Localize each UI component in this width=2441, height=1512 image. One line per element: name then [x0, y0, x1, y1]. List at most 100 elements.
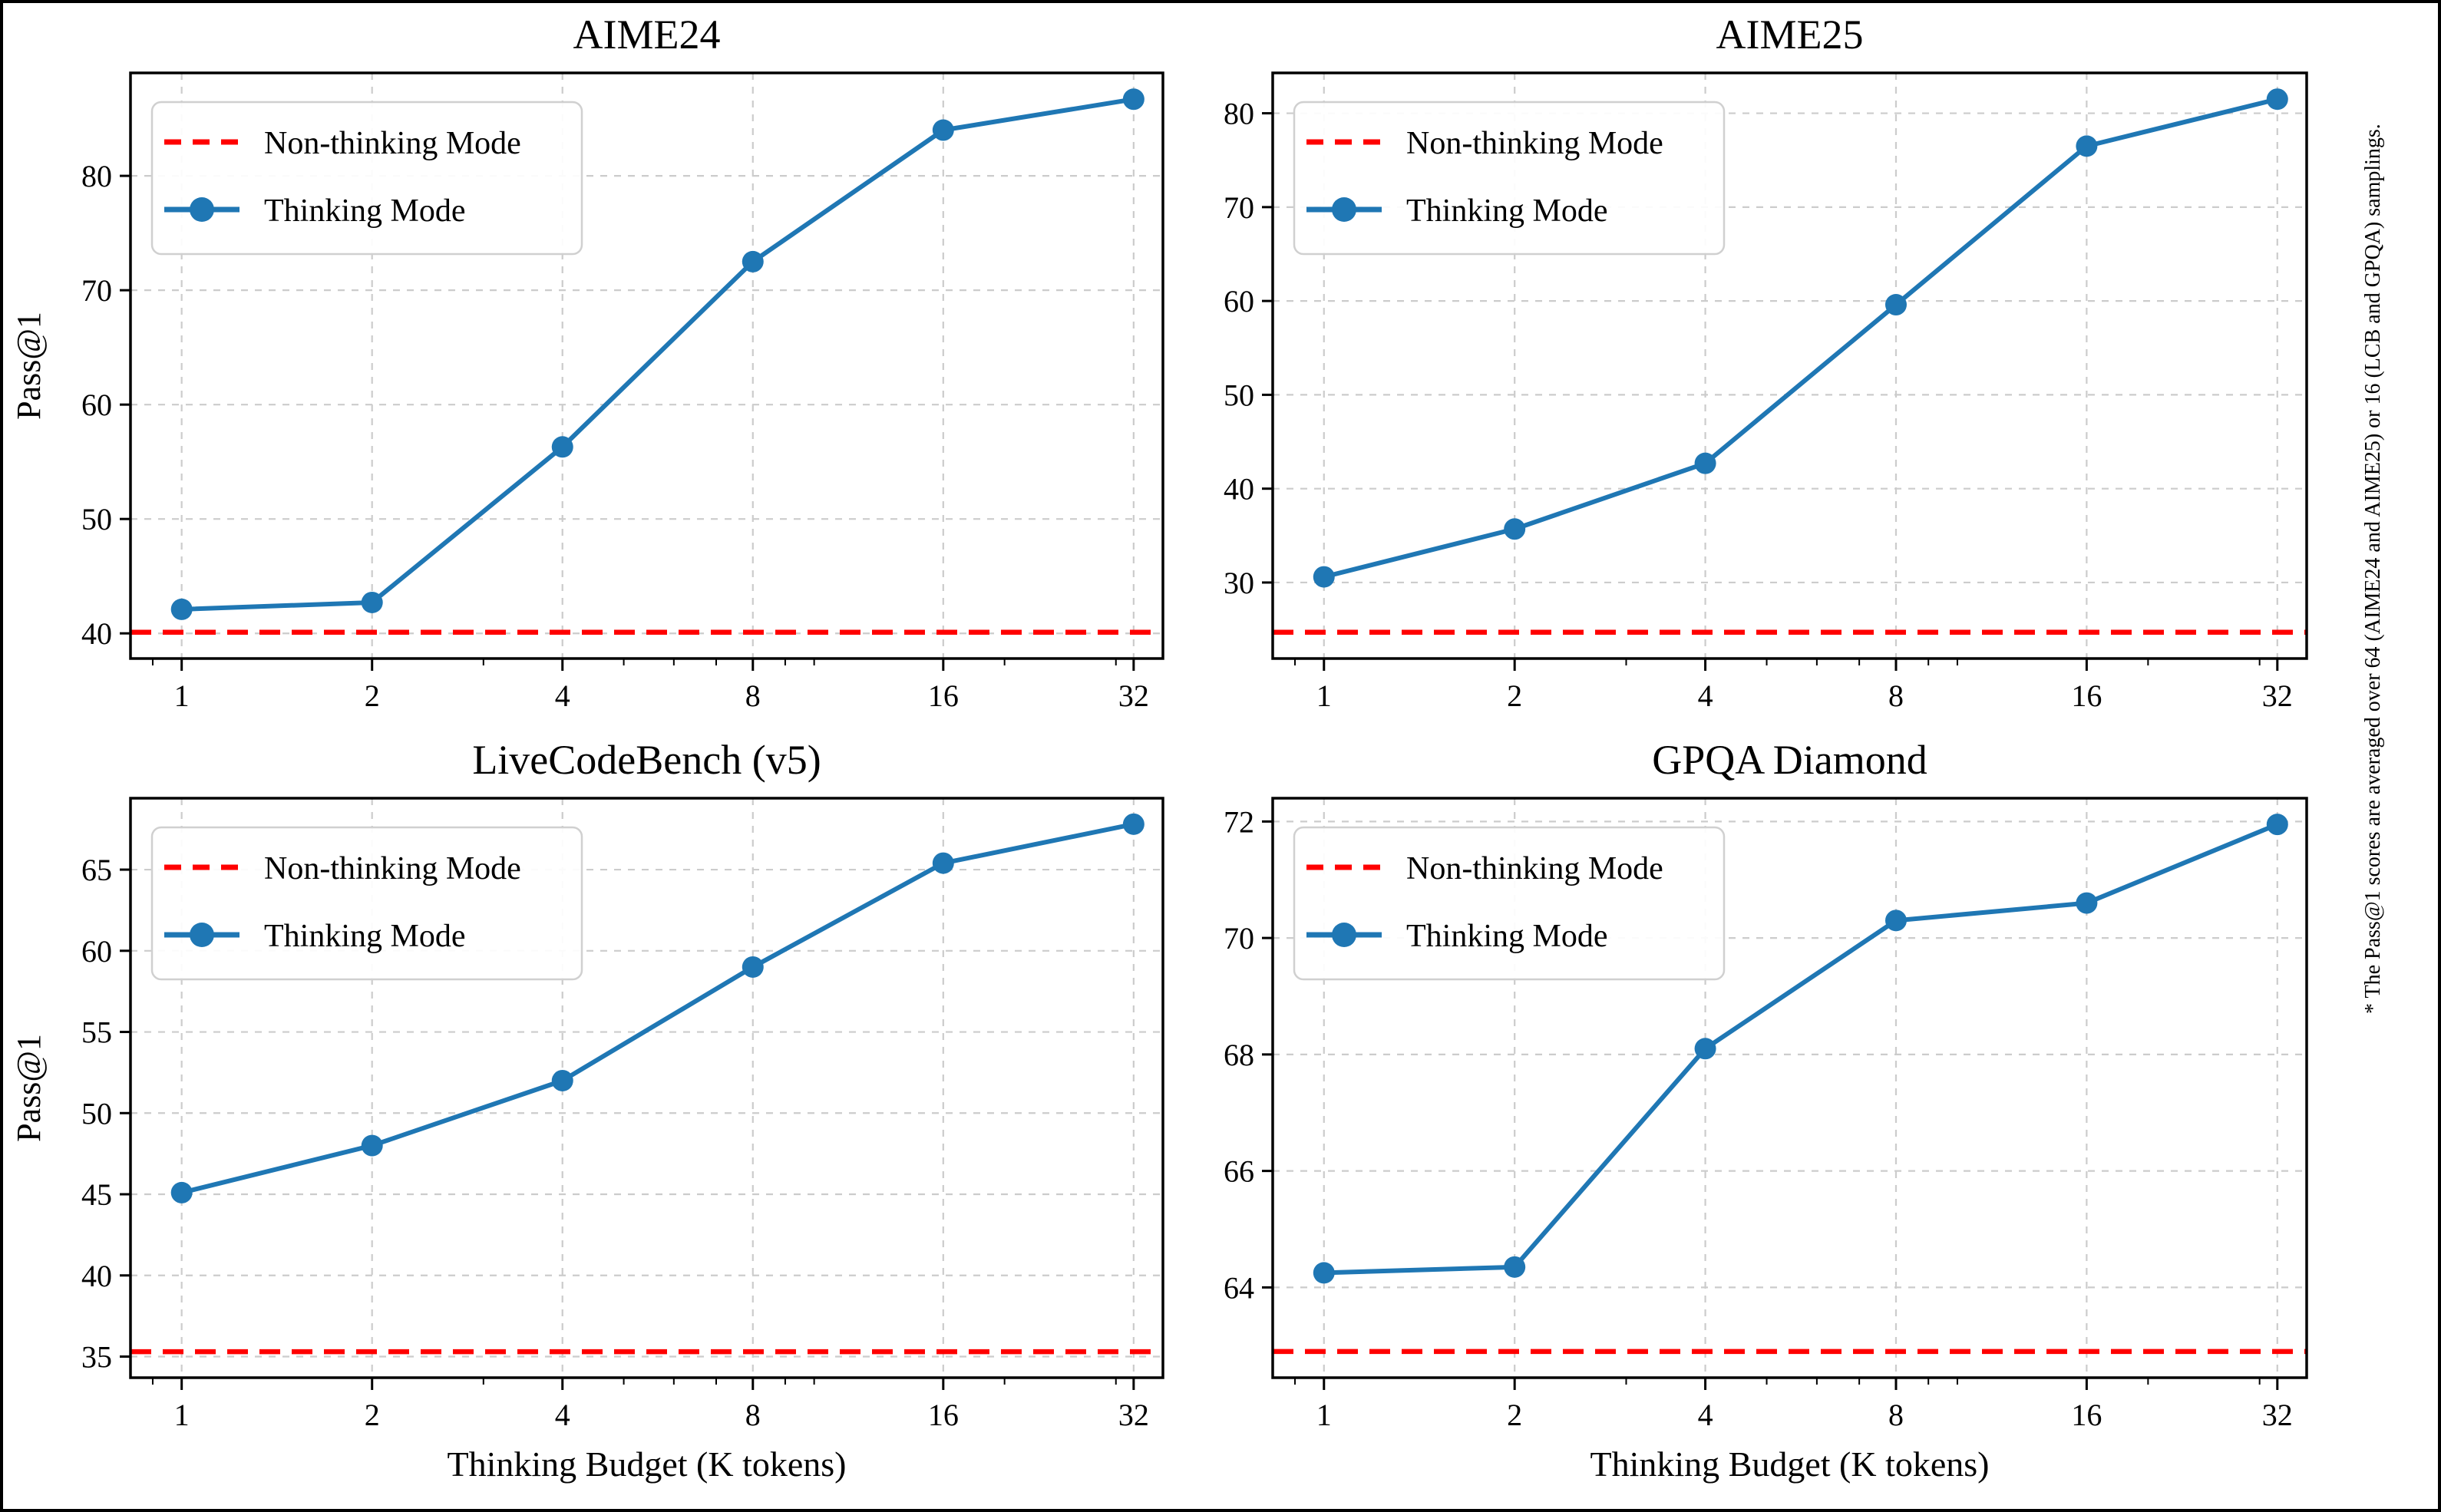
data-point-marker: [1122, 813, 1145, 835]
y-tick-label: 80: [81, 159, 112, 193]
chart-aime25: 1 2 4 8 16 32 30 40 50 60 70 80 AIME25 Non-thinking M…: [1224, 12, 2308, 713]
legend-box: [1293, 826, 1726, 981]
data-point-marker: [2076, 135, 2098, 157]
x-tick-label: 2: [1507, 1398, 1522, 1432]
y-tick-label: 35: [81, 1340, 112, 1375]
data-point-marker: [742, 250, 764, 272]
data-point-marker: [932, 852, 954, 874]
x-tick-label: 16: [2071, 1398, 2102, 1432]
legend-sample-marker: [1332, 923, 1356, 947]
x-tick-label: 16: [928, 1398, 959, 1432]
legend-label: Non-thinking Mode: [264, 126, 521, 161]
thinking-line: [179, 97, 1136, 612]
data-point-marker: [1884, 294, 1907, 316]
axes-spines: [129, 71, 1164, 660]
y-tick-label: 55: [81, 1015, 112, 1050]
y-tick-label: 68: [1224, 1038, 1254, 1072]
legend: Non-thinking Mode Thinking Mode: [150, 101, 583, 256]
data-point-marker: [1122, 88, 1145, 111]
legend-box: [150, 101, 583, 256]
footnote: * The Pass@1 scores are averaged over 64…: [2361, 124, 2385, 1014]
x-tick-label: 2: [365, 678, 380, 713]
axes-spines: [1271, 797, 2308, 1379]
data-point-marker: [932, 119, 954, 141]
y-tick-label: 65: [81, 853, 112, 887]
chart-lcb: 1 2 4 8 16 32 35 40 45 50 55 60 65 LiveCodeBench (v5)…: [10, 737, 1164, 1484]
x-tick-label: 32: [1118, 1398, 1149, 1432]
data-point-marker: [742, 956, 764, 978]
x-tick-label: 1: [174, 678, 190, 713]
y-tick-label: 40: [81, 616, 112, 651]
y-tick-label: 60: [81, 388, 112, 422]
legend-label: Thinking Mode: [264, 193, 465, 229]
legend-box: [1293, 101, 1726, 256]
x-tick-label: 2: [1507, 678, 1522, 713]
x-axis-label: Thinking Budget (K tokens): [1590, 1444, 1990, 1484]
data-point-marker: [2266, 88, 2288, 111]
thinking-line: [1321, 97, 2280, 579]
data-point-marker: [361, 591, 383, 613]
y-tick-label: 45: [81, 1177, 112, 1212]
data-point-marker: [1504, 518, 1526, 540]
data-point-marker: [2266, 814, 2288, 836]
x-tick-label: 8: [745, 678, 761, 713]
y-axis-label: Pass@1: [10, 1034, 48, 1142]
legend-label: Non-thinking Mode: [264, 851, 521, 886]
data-point-marker: [551, 1069, 573, 1091]
grid: [1273, 798, 2307, 1378]
x-axis-label: Thinking Budget (K tokens): [448, 1444, 847, 1484]
legend-label: Non-thinking Mode: [1406, 851, 1663, 886]
axes-spines: [1271, 71, 2308, 660]
y-tick-label: 50: [81, 1096, 112, 1131]
x-tick-label: 32: [1118, 678, 1149, 713]
y-tick-label: 70: [1224, 921, 1254, 956]
data-point-marker: [551, 436, 573, 458]
y-tick-label: 50: [1224, 378, 1254, 412]
legend: Non-thinking Mode Thinking Mode: [150, 826, 583, 981]
x-tick-label: 16: [2071, 678, 2102, 713]
data-point-marker: [1694, 452, 1716, 474]
thinking-line: [179, 821, 1136, 1195]
thinking-line: [1321, 822, 2280, 1276]
data-point-marker: [1313, 1262, 1335, 1284]
x-tick-label: 32: [2262, 678, 2293, 713]
x-tick-label: 8: [745, 1398, 761, 1432]
data-point-marker: [1694, 1038, 1716, 1060]
chart-title: AIME24: [573, 12, 721, 58]
chart-title: AIME25: [1716, 12, 1864, 58]
y-tick-label: 72: [1224, 804, 1254, 839]
axes-spines: [129, 797, 1164, 1379]
legend-label: Thinking Mode: [1406, 919, 1607, 954]
legend-sample-marker: [190, 923, 214, 947]
x-tick-label: 16: [928, 678, 959, 713]
y-tick-label: 70: [81, 273, 112, 308]
x-tick-label: 4: [555, 1398, 570, 1432]
x-tick-label: 4: [1698, 1398, 1713, 1432]
data-point-marker: [170, 1181, 193, 1203]
x-tick-label: 8: [1888, 678, 1904, 713]
legend-box: [150, 826, 583, 981]
legend-sample-marker: [1332, 197, 1356, 222]
legend: Non-thinking Mode Thinking Mode: [1293, 826, 1726, 981]
y-tick-label: 66: [1224, 1154, 1254, 1189]
data-point-marker: [170, 598, 193, 620]
data-point-marker: [1504, 1256, 1526, 1278]
x-tick-label: 32: [2262, 1398, 2293, 1432]
y-tick-label: 30: [1224, 566, 1254, 600]
x-tick-label: 2: [365, 1398, 380, 1432]
data-point-marker: [2076, 892, 2098, 914]
legend-label: Thinking Mode: [264, 919, 465, 954]
data-point-marker: [1313, 566, 1335, 588]
legend-label: Non-thinking Mode: [1406, 126, 1663, 161]
x-tick-label: 4: [555, 678, 570, 713]
chart-gpqa: 1 2 4 8 16 32 64 66 68 70 72 GPQA Diamond Thinking B…: [1224, 737, 2308, 1484]
x-tick-label: 1: [1316, 678, 1332, 713]
y-tick-label: 40: [81, 1259, 112, 1293]
chart-title: GPQA Diamond: [1652, 737, 1927, 783]
y-tick-label: 80: [1224, 97, 1254, 131]
y-tick-label: 50: [81, 502, 112, 536]
legend-sample-marker: [190, 197, 214, 222]
y-tick-label: 60: [1224, 284, 1254, 319]
